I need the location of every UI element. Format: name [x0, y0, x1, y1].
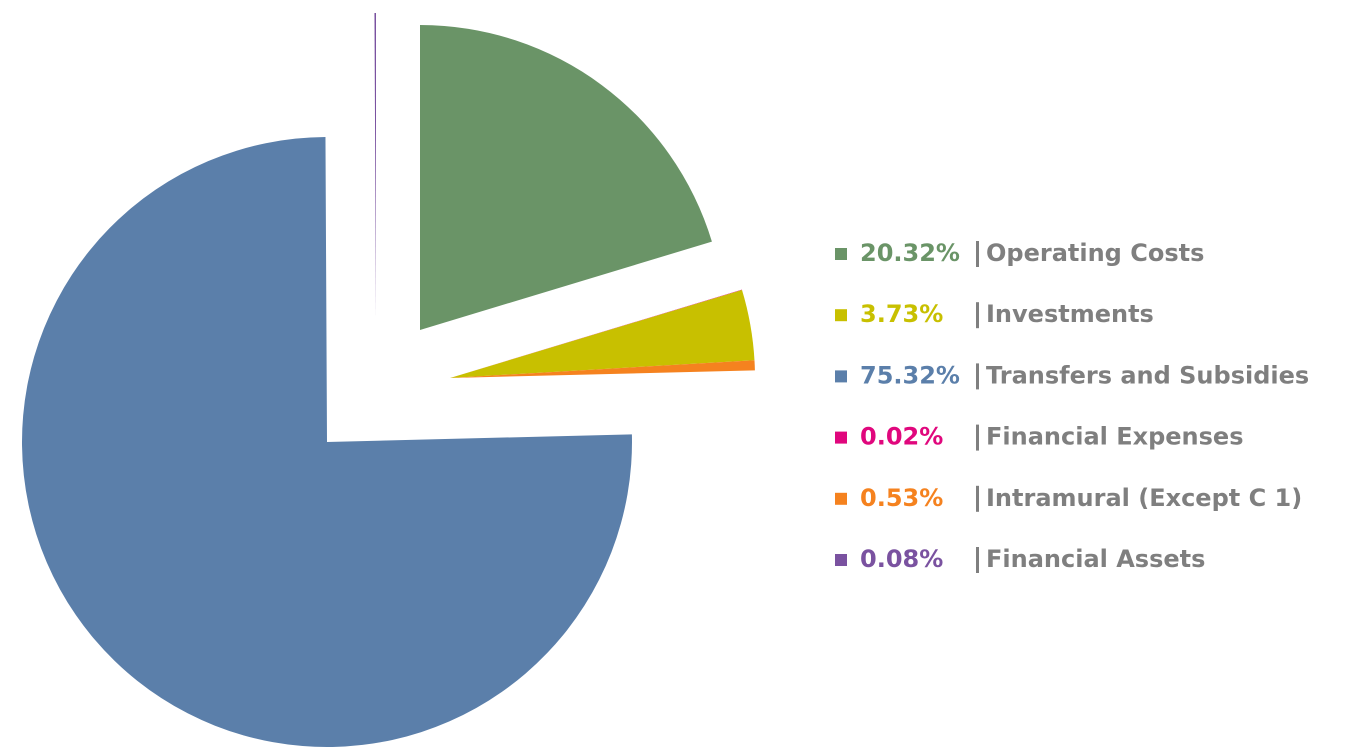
legend-separator — [976, 424, 979, 451]
legend-label: Financial Expenses — [986, 423, 1243, 451]
legend-value: 20.32% — [860, 239, 960, 267]
legend-separator — [976, 241, 979, 267]
legend-value: 3.73% — [860, 300, 943, 328]
pie-slice — [374, 13, 376, 318]
legend-value: 0.02% — [860, 423, 943, 451]
legend-label: Financial Assets — [986, 545, 1205, 573]
legend-label: Transfers and Subsidies — [986, 361, 1309, 389]
legend-separator — [976, 363, 979, 390]
legend-swatch — [835, 492, 847, 505]
pie-slice — [450, 289, 755, 378]
legend-label: Intramural (Except C 1) — [986, 484, 1302, 512]
pie-slice — [450, 360, 755, 378]
legend-separator — [976, 547, 979, 573]
legend-value: 0.08% — [860, 545, 943, 573]
pie-slice — [450, 289, 743, 378]
pie-slice — [21, 137, 632, 748]
legend-value: 75.32% — [860, 361, 960, 389]
legend-swatch — [835, 248, 847, 260]
legend-swatch — [835, 370, 847, 383]
legend-label: Investments — [986, 300, 1154, 328]
legend-label: Operating Costs — [986, 239, 1204, 267]
legend-swatch — [835, 309, 847, 322]
legend-separator — [976, 302, 979, 329]
legend-value: 0.53% — [860, 484, 943, 512]
legend-separator — [976, 485, 979, 512]
legend-swatch — [835, 554, 847, 566]
pie-slice — [420, 25, 712, 330]
legend-swatch — [835, 431, 847, 444]
